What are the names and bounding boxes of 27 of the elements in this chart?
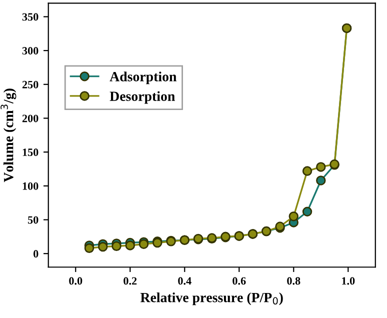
x-tick-label: 1.0	[342, 277, 355, 285]
x-tick-label: 0.0	[69, 277, 82, 285]
x-tick-label: 0.2	[124, 277, 137, 285]
y-tick-label: 250	[22, 80, 38, 88]
y-tick-label: 50	[28, 216, 38, 224]
legend-label: Desorption	[110, 91, 175, 104]
y-tick-label: 300	[22, 47, 38, 55]
y-tick-label: 0	[34, 250, 38, 258]
point	[316, 162, 326, 172]
x-tick-label: 0.4	[178, 277, 192, 285]
point	[125, 240, 135, 250]
point	[112, 241, 122, 251]
y-tick-label: 100	[22, 182, 38, 190]
point	[316, 176, 326, 186]
y-tick-label: 350	[22, 13, 38, 21]
y-tick-label: 200	[22, 114, 38, 122]
x-tick-label: 0.6	[232, 277, 246, 285]
y-tick-label: 150	[22, 148, 38, 156]
x-axis-title: Relative pressure (P/P$_{0}$)	[140, 292, 283, 306]
x-tick-label: 0.8	[287, 277, 300, 285]
y-axis-title: Volume (cm$^{3}$/g)	[0, 88, 16, 182]
point	[84, 243, 94, 254]
point	[302, 206, 312, 216]
point	[98, 242, 108, 252]
point	[302, 166, 312, 176]
legend-label: Adsorption	[110, 72, 177, 84]
point	[288, 212, 298, 222]
